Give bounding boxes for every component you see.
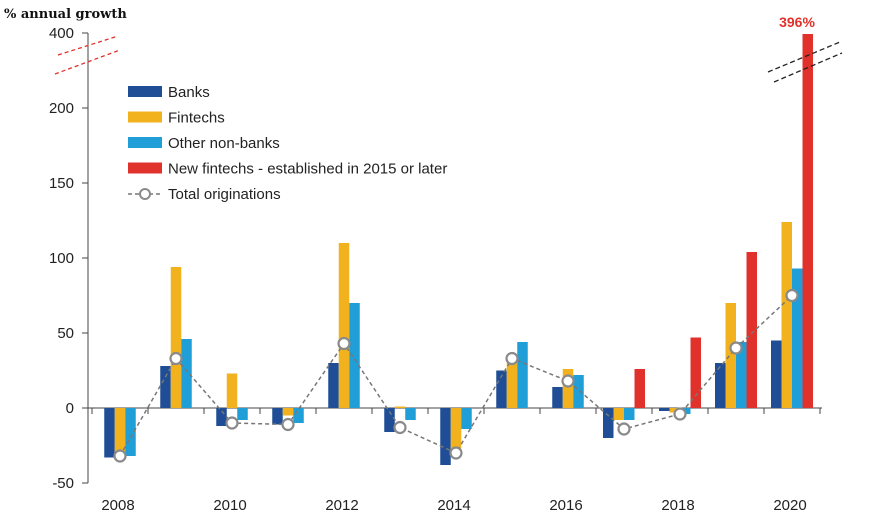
total-line-point — [729, 341, 743, 355]
total-line-point — [449, 446, 463, 460]
bar-fintechs — [394, 406, 406, 408]
bar-banks — [603, 408, 614, 438]
x-tick-label: 2012 — [325, 497, 358, 514]
bar-banks — [496, 370, 507, 408]
bar-banks — [440, 408, 451, 465]
x-tick-label: 2020 — [773, 497, 806, 514]
bar-banks — [552, 387, 563, 408]
x-tick-label: 2016 — [549, 497, 582, 514]
legend-label: Fintechs — [168, 110, 225, 127]
bar-other-non-banks — [792, 268, 803, 408]
axis-break-mark — [57, 35, 119, 56]
bar-new-fintechs-established-in-2015-or-later — [690, 337, 701, 408]
legend-swatch — [128, 137, 162, 148]
bar-fintechs — [226, 373, 238, 408]
bar-other-non-banks — [405, 408, 416, 420]
legend-label: Other non-banks — [168, 135, 280, 152]
bar-fintechs — [781, 222, 792, 408]
bar-other-non-banks — [624, 408, 635, 420]
bar-banks — [771, 340, 782, 408]
bar-other-non-banks — [349, 303, 360, 408]
axes: -50 0 50 100 150 200 400 2008 2010 2012 2014 2016 20… — [49, 25, 822, 514]
bar-banks — [160, 366, 171, 408]
bar-other-non-banks — [237, 408, 248, 420]
bar-fintechs — [282, 408, 294, 416]
y-tick-label: 150 — [49, 175, 74, 192]
y-tick-label: 50 — [57, 325, 74, 342]
bar-other-non-banks — [517, 342, 528, 408]
bar-other-non-banks — [573, 375, 584, 408]
y-tick-label: 400 — [49, 25, 74, 42]
bar-banks — [384, 408, 395, 432]
callouts: 396% — [779, 14, 815, 30]
y-tick-label: -50 — [52, 475, 74, 492]
bar-fintechs — [613, 408, 624, 420]
total-line-point — [113, 449, 127, 463]
y-unit-label: % annual growth — [4, 7, 127, 22]
bar-break-mark — [773, 52, 843, 83]
legend: Banks Fintechs Other non-banks New fintechs… — [128, 84, 447, 203]
bar-fintechs — [506, 361, 518, 408]
total-line-point — [393, 420, 407, 435]
legend-label: Total originations — [168, 186, 281, 203]
total-line — [113, 288, 799, 463]
legend-swatch-marker — [139, 188, 151, 200]
bar-fintechs — [562, 369, 574, 408]
value-callout: 396% — [779, 14, 815, 30]
bar-banks — [104, 408, 115, 458]
bar-fintechs — [338, 243, 350, 408]
x-tick-label: 2010 — [213, 497, 246, 514]
bar-other-non-banks — [125, 408, 136, 456]
axis-break-mark — [54, 49, 121, 75]
bar-new-fintechs-established-in-2015-or-later — [802, 34, 813, 408]
total-line-point — [281, 417, 295, 432]
total-line-point — [505, 351, 519, 366]
x-tick-label: 2008 — [101, 497, 134, 514]
y-tick-label: 200 — [49, 100, 74, 117]
bar-banks — [328, 363, 339, 408]
y-tick-label: 0 — [66, 400, 74, 417]
bar-new-fintechs-established-in-2015-or-later — [634, 369, 645, 408]
legend-swatch — [128, 111, 162, 123]
total-line-point — [337, 336, 351, 351]
total-line-point — [785, 288, 799, 303]
bar-fintechs — [725, 303, 736, 408]
bar-fintechs — [114, 408, 126, 453]
bars — [104, 34, 843, 465]
bar-break-mark — [767, 41, 841, 73]
bar-fintechs — [170, 267, 182, 408]
bar-fintechs — [450, 408, 462, 450]
total-line-point — [673, 407, 687, 421]
bar-banks — [216, 408, 227, 426]
total-line-point — [169, 351, 183, 366]
legend-label: New fintechs - established in 2015 or la… — [168, 161, 447, 178]
bar-other-non-banks — [736, 342, 747, 408]
x-tick-label: 2014 — [437, 497, 470, 514]
x-tick-label: 2018 — [661, 497, 694, 514]
bar-other-non-banks — [461, 408, 472, 429]
legend-swatch — [128, 162, 162, 174]
bar-other-non-banks — [293, 408, 304, 423]
bar-new-fintechs-established-in-2015-or-later — [746, 252, 757, 408]
legend-swatch — [128, 86, 162, 97]
bar-banks — [272, 408, 283, 425]
bar-banks — [715, 363, 726, 408]
y-tick-label: 100 — [49, 250, 74, 267]
bar-banks — [659, 408, 670, 411]
legend-label: Banks — [168, 84, 210, 101]
total-line-point — [561, 374, 575, 388]
bar-other-non-banks — [181, 339, 192, 408]
total-line-point — [225, 416, 239, 430]
total-line-point — [617, 422, 631, 436]
